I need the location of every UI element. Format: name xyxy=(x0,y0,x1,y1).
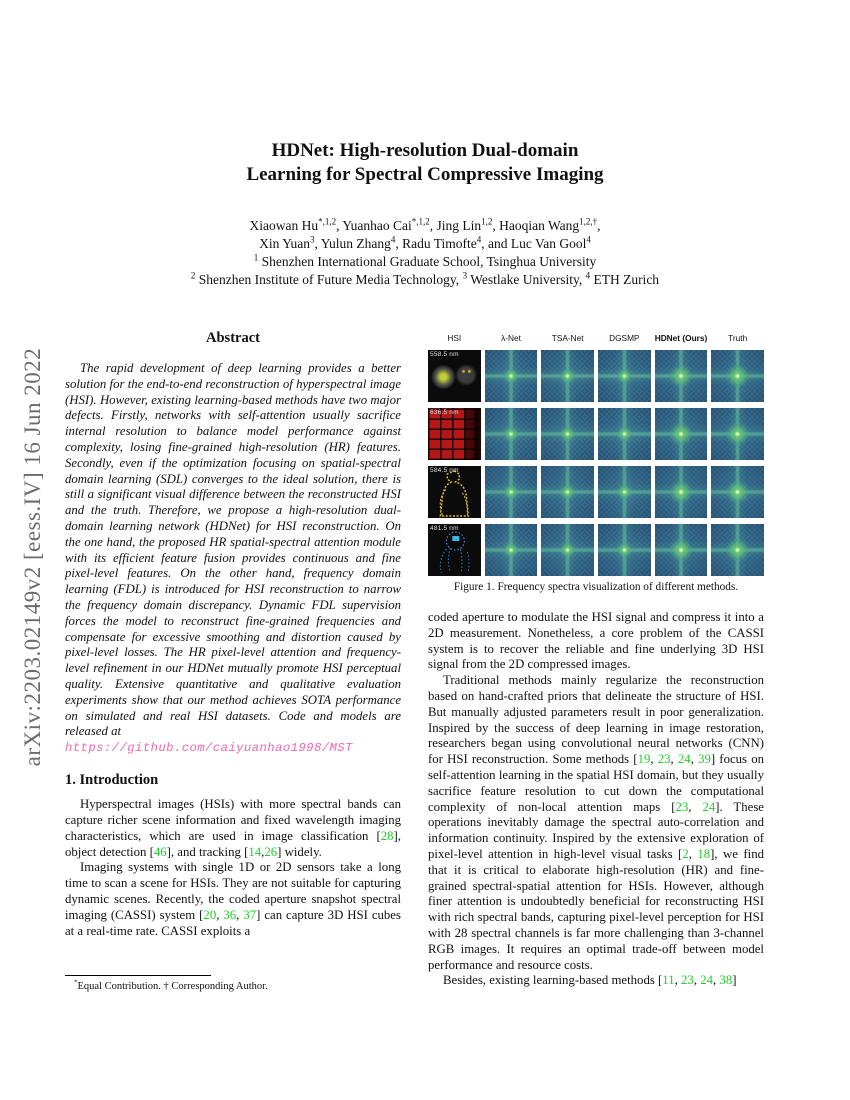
title-line-2: Learning for Spectral Compressive Imagin… xyxy=(246,164,604,185)
figure-1: HSI λ-Net TSA-Net DGSMP HDNet (Ours) Tru… xyxy=(428,333,764,593)
abstract-text: The rapid development of deep learning p… xyxy=(65,361,401,739)
footnote-rule xyxy=(65,975,211,976)
hsi-thumbnail: 584.5 nm xyxy=(428,466,481,518)
wavelength-label: 636.5 nm xyxy=(430,409,459,416)
affiliation-line-2: 2 Shenzhen Institute of Future Media Tec… xyxy=(190,270,660,287)
spectrum-cell xyxy=(654,524,708,576)
abstract-heading: Abstract xyxy=(206,330,260,346)
figure-caption: Figure 1. Frequency spectra visualizatio… xyxy=(453,581,739,593)
right-paragraph-3: Besides, existing learning-based methods… xyxy=(443,973,737,988)
spectrum-cell xyxy=(711,466,764,518)
spectrum-cell xyxy=(541,408,594,460)
spectrum-cell xyxy=(541,350,594,402)
figure-col-header-lambda-net: λ-Net xyxy=(501,333,521,343)
arxiv-watermark: arXiv:2203.02149v2 [eess.IV] 16 Jun 2022 xyxy=(20,347,45,767)
spectrum-cell xyxy=(711,350,764,402)
affiliation-line-1: 1 Shenzhen International Graduate School… xyxy=(253,252,597,269)
spectrum-cell xyxy=(598,350,651,402)
lion-outline-graphic xyxy=(439,531,470,574)
spectrum-cell xyxy=(711,408,764,460)
spectrum-cell xyxy=(654,350,708,402)
footnote-text: *Equal Contribution. † Corresponding Aut… xyxy=(74,978,268,992)
spectrum-cell xyxy=(541,524,594,576)
spectrum-cell xyxy=(484,524,538,576)
right-column: HSI λ-Net TSA-Net DGSMP HDNet (Ours) Tru… xyxy=(428,333,764,989)
hsi-thumbnail: 636.5 nm xyxy=(428,408,481,460)
hsi-thumbnail: 481.5 nm xyxy=(428,524,481,576)
spectrum-cell xyxy=(484,350,538,402)
figure-col-header-hsi: HSI xyxy=(447,333,462,343)
wavelength-label: 584.5 nm xyxy=(430,467,459,474)
wavelength-label: 558.5 nm xyxy=(430,351,459,358)
figure-grid: HSI λ-Net TSA-Net DGSMP HDNet (Ours) Tru… xyxy=(428,333,764,576)
spectrum-cell xyxy=(654,466,708,518)
wavelength-label: 481.5 nm xyxy=(430,525,459,532)
author-block: Xiaowan Hu*,1,2, Yuanhao Cai*,1,2, Jing … xyxy=(0,217,850,289)
right-paragraph-2: Traditional methods mainly regularize th… xyxy=(428,673,764,972)
statue-outline-graphic xyxy=(439,470,470,517)
spectrum-cell xyxy=(484,466,538,518)
spectrum-cell xyxy=(598,408,651,460)
hsi-thumbnail: 558.5 nm xyxy=(428,350,481,402)
figure-col-header-tsa-net: TSA-Net xyxy=(551,333,584,343)
author-line-1: Xiaowan Hu*,1,2, Yuanhao Cai*,1,2, Jing … xyxy=(249,216,601,233)
author-line-2: Xin Yuan3, Yulun Zhang4, Radu Timofte4, … xyxy=(259,234,591,251)
intro-paragraph-2: Imaging systems with single 1D or 2D sen… xyxy=(65,860,401,938)
right-paragraph-1: coded aperture to modulate the HSI signa… xyxy=(428,610,764,672)
introduction-heading: 1. Introduction xyxy=(65,772,159,789)
footnote-block: *Equal Contribution. † Corresponding Aut… xyxy=(65,975,401,993)
spectrum-cell xyxy=(598,466,651,518)
spectrum-cell xyxy=(598,524,651,576)
spectrum-cell xyxy=(541,466,594,518)
code-repo-link[interactable]: https://github.com/caiyuanhao1998/MST xyxy=(65,741,353,756)
spectrum-cell xyxy=(484,408,538,460)
paper-title: HDNet: High-resolution Dual-domain Learn… xyxy=(0,139,850,187)
spectrum-cell xyxy=(654,408,708,460)
figure-col-header-dgsmp: DGSMP xyxy=(609,333,640,343)
figure-col-header-truth: Truth xyxy=(728,333,748,343)
title-line-1: HDNet: High-resolution Dual-domain xyxy=(271,140,579,161)
figure-col-header-hdnet: HDNet (Ours) xyxy=(654,333,708,343)
spectrum-cell xyxy=(711,524,764,576)
left-column: Abstract The rapid development of deep l… xyxy=(65,330,401,939)
spacer xyxy=(428,593,764,610)
intro-paragraph-1: Hyperspectral images (HSIs) with more sp… xyxy=(65,797,401,859)
